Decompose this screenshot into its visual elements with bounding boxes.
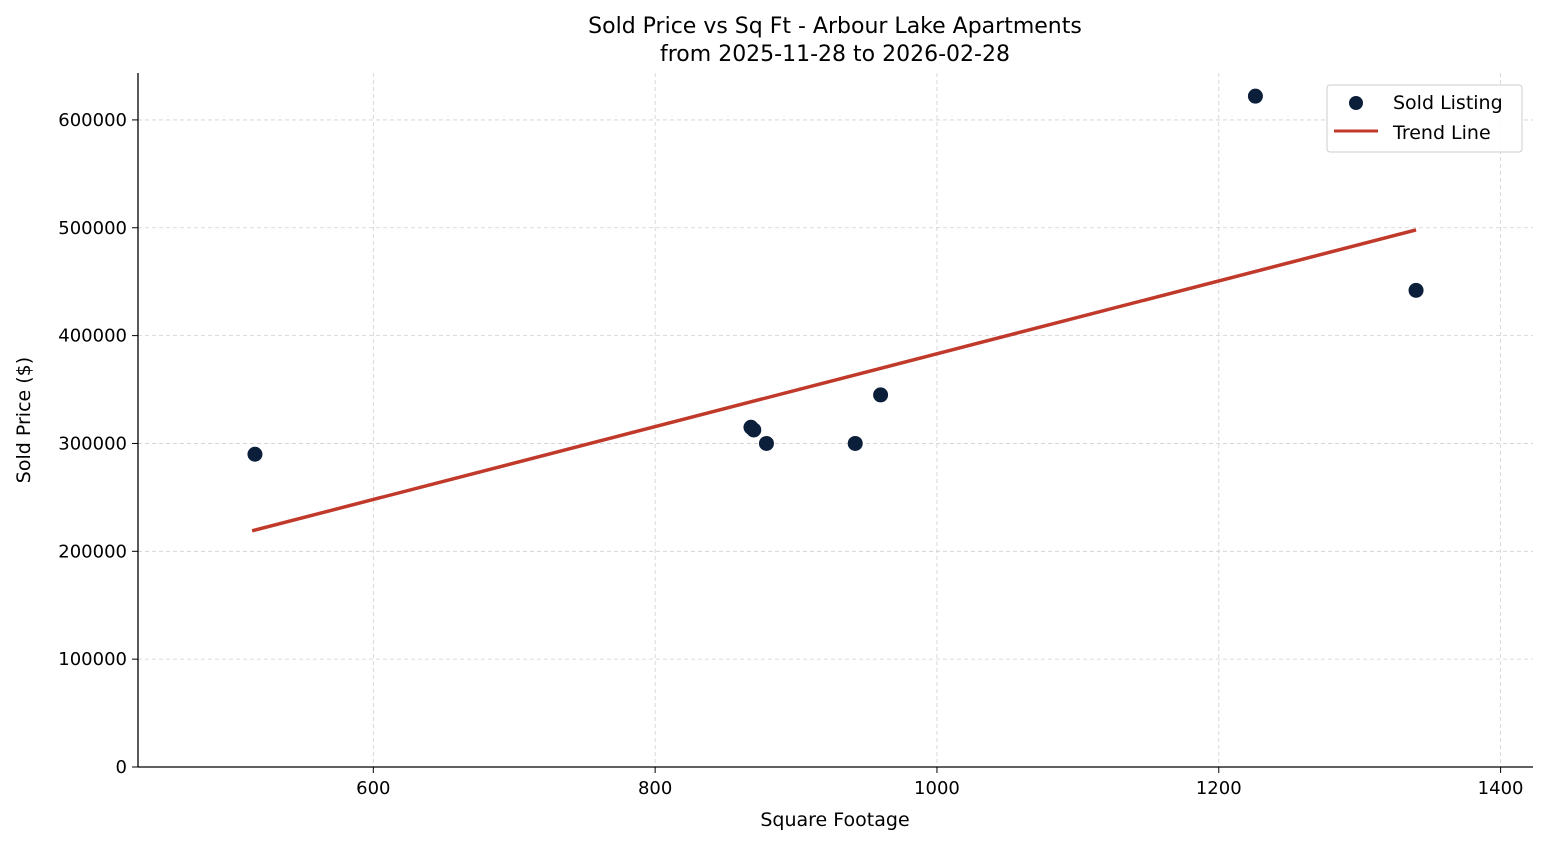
x-axis-label: Square Footage — [760, 809, 909, 831]
y-tick-label: 0 — [116, 757, 127, 778]
legend: Sold Listing Trend Line — [1326, 84, 1523, 153]
data-point — [1408, 282, 1424, 298]
grid — [138, 73, 1533, 768]
x-tick-label: 600 — [356, 778, 390, 799]
data-point — [247, 446, 263, 462]
chart-title: Sold Price vs Sq Ft - Arbour Lake Apartm… — [588, 14, 1082, 39]
y-tick-label: 300000 — [58, 433, 127, 454]
trend-line — [251, 228, 1417, 533]
data-point — [758, 435, 774, 451]
x-tick-label: 1200 — [1196, 778, 1242, 799]
data-point — [847, 435, 863, 451]
ticks: 600 800 1000 1200 1400 0 100000 200000 300000 400… — [58, 110, 1523, 799]
y-tick-label: 600000 — [58, 110, 127, 131]
legend-marker-sold-listing — [1349, 96, 1363, 110]
y-tick-label: 200000 — [58, 541, 127, 562]
legend-label-trend-line: Trend Line — [1392, 122, 1491, 144]
y-axis-label: Sold Price ($) — [13, 357, 35, 483]
y-tick-label: 100000 — [58, 649, 127, 670]
data-point — [746, 422, 762, 438]
x-tick-label: 1400 — [1478, 778, 1524, 799]
marks — [247, 88, 1424, 533]
y-tick-label: 400000 — [58, 326, 127, 347]
legend-box — [1326, 84, 1523, 153]
data-point — [1247, 88, 1263, 104]
y-tick-label: 500000 — [58, 218, 127, 239]
x-tick-label: 1000 — [914, 778, 960, 799]
legend-label-sold-listing: Sold Listing — [1393, 92, 1503, 114]
chart-subtitle: from 2025-11-28 to 2026-02-28 — [660, 42, 1010, 67]
x-tick-label: 800 — [638, 778, 672, 799]
data-point — [873, 387, 889, 403]
